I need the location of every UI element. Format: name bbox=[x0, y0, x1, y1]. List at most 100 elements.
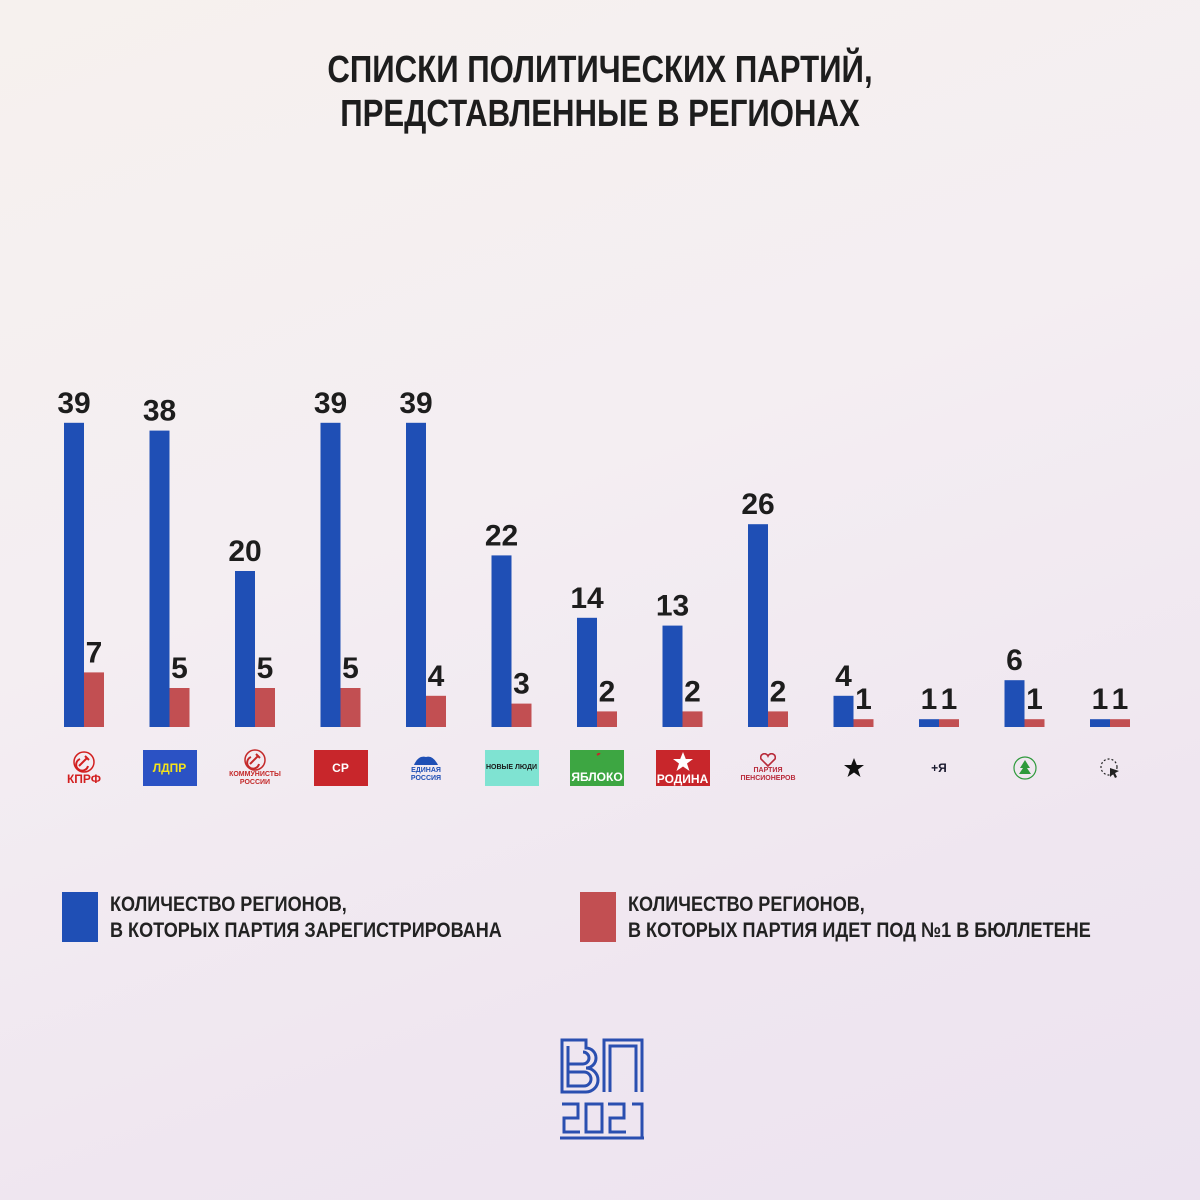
heart-icon bbox=[759, 752, 777, 768]
label-registered-1: 38 bbox=[143, 395, 176, 428]
party-logo-4: ЕДИНАЯ РОССИЯ bbox=[392, 748, 460, 788]
legend-registered: КОЛИЧЕСТВО РЕГИОНОВ, В КОТОРЫХ ПАРТИЯ ЗА… bbox=[62, 892, 566, 944]
bar-first-on-ballot-1 bbox=[169, 688, 190, 727]
party-logo-6: ЯБЛОКО bbox=[563, 748, 631, 788]
legend-swatch-red bbox=[580, 892, 616, 942]
label-registered-3: 39 bbox=[314, 387, 347, 420]
title-line-1: СПИСКИ ПОЛИТИЧЕСКИХ ПАРТИЙ, bbox=[327, 49, 873, 91]
label-first-on-ballot-1: 5 bbox=[171, 652, 188, 685]
label-registered-9: 4 bbox=[835, 660, 852, 693]
bar-registered-6 bbox=[577, 617, 597, 727]
hammer-sickle-icon bbox=[73, 750, 95, 773]
legend-first-line-2: В КОТОРЫХ ПАРТИЯ ИДЕТ ПОД №1 В БЮЛЛЕТЕНЕ bbox=[628, 919, 1091, 942]
party-logo-8: ПАРТИЯ ПЕНСИОНЕРОВ bbox=[734, 748, 802, 788]
party-logo-12 bbox=[1076, 748, 1144, 788]
star-icon bbox=[843, 757, 865, 779]
label-registered-8: 26 bbox=[741, 488, 774, 521]
party-logo-tile-0: КПРФ bbox=[57, 750, 111, 786]
bar-first-on-ballot-3 bbox=[340, 688, 361, 727]
party-logo-11 bbox=[991, 748, 1059, 788]
party-logo-9 bbox=[820, 748, 888, 788]
party-logo-10: +Я bbox=[905, 748, 973, 788]
bar-first-on-ballot-9 bbox=[853, 719, 874, 727]
party-logo-text-4: ЕДИНАЯ РОССИЯ bbox=[410, 767, 442, 782]
party-logo-tile-9 bbox=[827, 750, 881, 786]
party-logo-7: РОДИНА bbox=[649, 748, 717, 788]
party-logo-2: КОММУНИСТЫ РОССИИ bbox=[221, 748, 289, 788]
party-logo-tile-3: СР bbox=[313, 750, 368, 786]
label-first-on-ballot-3: 5 bbox=[342, 652, 359, 685]
bar-first-on-ballot-11 bbox=[1024, 719, 1045, 727]
bar-registered-7 bbox=[662, 625, 683, 727]
bar-registered-11 bbox=[1004, 680, 1025, 727]
page-title: СПИСКИ ПОЛИТИЧЕСКИХ ПАРТИЙ, ПРЕДСТАВЛЕНН… bbox=[108, 48, 1092, 136]
legend-label-registered: КОЛИЧЕСТВО РЕГИОНОВ, В КОТОРЫХ ПАРТИЯ ЗА… bbox=[110, 892, 502, 944]
legend-swatch-blue bbox=[62, 892, 98, 942]
party-logo-tile-5: НОВЫЕ ЛЮДИ bbox=[484, 750, 539, 786]
legend-first-on-ballot: КОЛИЧЕСТВО РЕГИОНОВ, В КОТОРЫХ ПАРТИЯ ИД… bbox=[580, 892, 1166, 944]
label-registered-2: 20 bbox=[228, 535, 261, 568]
party-logo-text-8: ПАРТИЯ ПЕНСИОНЕРОВ bbox=[740, 767, 796, 782]
label-registered-4: 39 bbox=[399, 387, 432, 420]
party-logo-text-3: СР bbox=[332, 760, 349, 775]
label-registered-10: 1 bbox=[921, 683, 938, 716]
bar-first-on-ballot-10 bbox=[939, 719, 959, 727]
bar-registered-0 bbox=[64, 422, 84, 727]
party-logo-text-6: ЯБЛОКО bbox=[571, 769, 623, 784]
bar-registered-5 bbox=[491, 555, 512, 727]
party-logo-0: КПРФ bbox=[50, 748, 118, 788]
label-first-on-ballot-2: 5 bbox=[257, 652, 274, 685]
party-logo-tile-4: ЕДИНАЯ РОССИЯ bbox=[399, 750, 453, 786]
label-first-on-ballot-11: 1 bbox=[1026, 683, 1043, 716]
label-first-on-ballot-7: 2 bbox=[684, 675, 701, 708]
bar-first-on-ballot-12 bbox=[1110, 719, 1130, 727]
legend-label-first-on-ballot: КОЛИЧЕСТВО РЕГИОНОВ, В КОТОРЫХ ПАРТИЯ ИД… bbox=[628, 892, 1091, 944]
label-first-on-ballot-8: 2 bbox=[770, 675, 787, 708]
label-registered-6: 14 bbox=[570, 582, 604, 615]
title-line-2: ПРЕДСТАВЛЕННЫЕ В РЕГИОНАХ bbox=[340, 93, 860, 135]
bar-registered-4 bbox=[406, 422, 426, 727]
label-registered-7: 13 bbox=[656, 590, 689, 623]
party-logo-tile-8: ПАРТИЯ ПЕНСИОНЕРОВ bbox=[740, 750, 796, 786]
party-logo-5: НОВЫЕ ЛЮДИ bbox=[478, 748, 546, 788]
party-logo-text-10: +Я bbox=[931, 760, 947, 775]
party-logo-text-0: КПРФ bbox=[66, 771, 102, 786]
label-first-on-ballot-10: 1 bbox=[941, 683, 958, 716]
label-first-on-ballot-12: 1 bbox=[1112, 683, 1129, 716]
bar-registered-12 bbox=[1090, 719, 1110, 727]
bar-first-on-ballot-2 bbox=[255, 688, 275, 727]
legend-registered-line-2: В КОТОРЫХ ПАРТИЯ ЗАРЕГИСТРИРОВАНА bbox=[110, 919, 502, 942]
bar-registered-3 bbox=[320, 422, 341, 727]
party-logo-tile-6: ЯБЛОКО bbox=[570, 750, 624, 786]
bar-registered-9 bbox=[833, 695, 854, 727]
label-registered-12: 1 bbox=[1092, 683, 1109, 716]
label-registered-11: 6 bbox=[1006, 644, 1023, 677]
apple-icon bbox=[588, 751, 606, 771]
bar-first-on-ballot-4 bbox=[426, 695, 446, 727]
party-logo-tile-10: +Я bbox=[912, 750, 966, 786]
tree-icon bbox=[1012, 756, 1037, 780]
label-first-on-ballot-0: 7 bbox=[86, 636, 103, 669]
vp-2021-logo-icon bbox=[560, 1038, 644, 1140]
label-first-on-ballot-4: 4 bbox=[428, 660, 445, 693]
party-logo-tile-12 bbox=[1083, 750, 1137, 786]
party-logo-tile-7: РОДИНА bbox=[655, 750, 710, 786]
party-logo-tile-1: ЛДПР bbox=[142, 750, 197, 786]
label-first-on-ballot-5: 3 bbox=[513, 668, 530, 701]
bar-registered-10 bbox=[919, 719, 939, 727]
party-logo-text-7: РОДИНА bbox=[656, 771, 709, 786]
party-logo-1: ЛДПР bbox=[136, 748, 204, 788]
party-logo-tile-2: КОММУНИСТЫ РОССИИ bbox=[228, 749, 282, 786]
party-logo-text-5: НОВЫЕ ЛЮДИ bbox=[486, 764, 537, 771]
party-logo-3: СР bbox=[307, 748, 375, 788]
bar-first-on-ballot-5 bbox=[511, 703, 532, 727]
bar-registered-8 bbox=[748, 524, 768, 727]
hammer-sickle-icon bbox=[244, 749, 266, 771]
bar-first-on-ballot-6 bbox=[597, 711, 617, 727]
label-registered-5: 22 bbox=[485, 519, 518, 552]
bar-registered-2 bbox=[235, 571, 255, 727]
label-first-on-ballot-9: 1 bbox=[855, 683, 872, 716]
legend-registered-line-1: КОЛИЧЕСТВО РЕГИОНОВ, bbox=[110, 893, 347, 916]
label-first-on-ballot-6: 2 bbox=[599, 675, 616, 708]
